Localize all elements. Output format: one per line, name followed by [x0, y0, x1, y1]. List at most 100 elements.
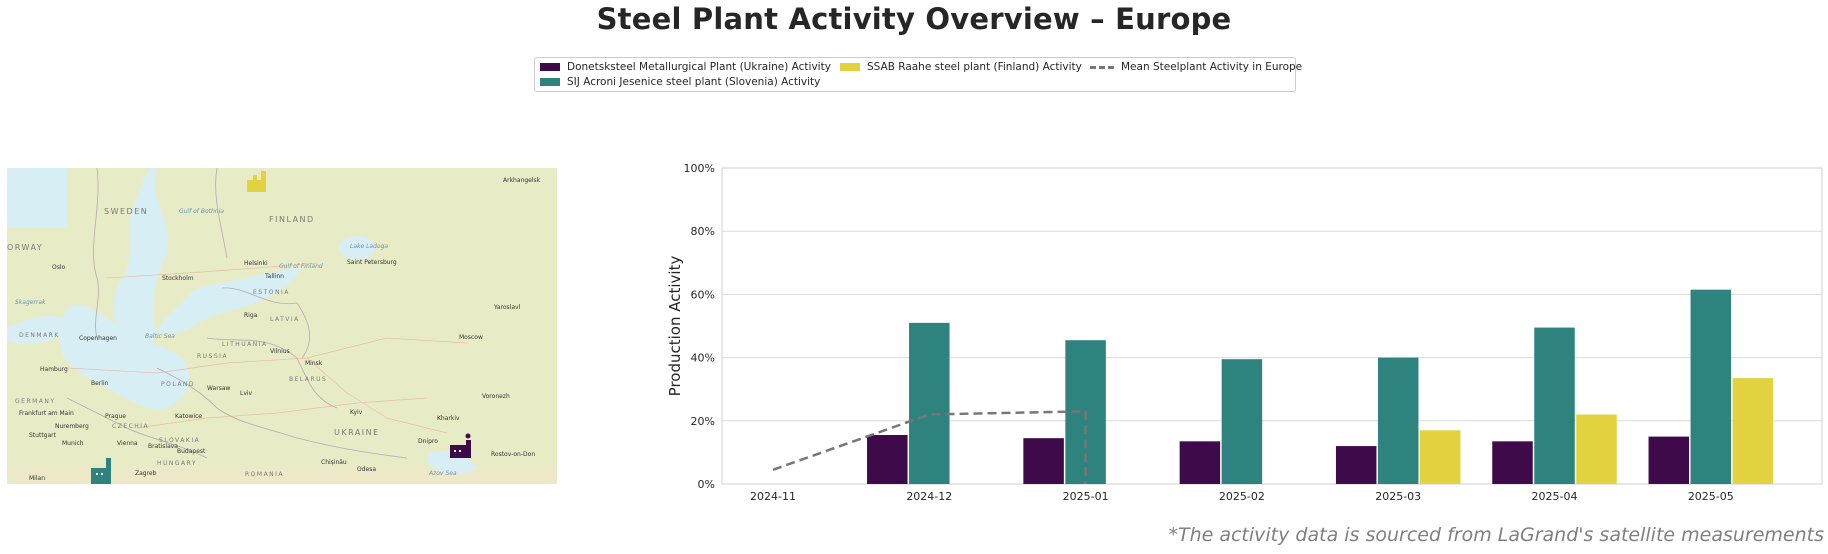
legend-swatch-sij-acroni	[540, 78, 560, 86]
bar-series-0-2025-05[interactable]	[1648, 436, 1690, 484]
plant-icon-sij-acroni[interactable]	[91, 458, 111, 484]
legend-swatch-ssab-raahe	[840, 63, 860, 71]
map-label-norway: ORWAY	[7, 243, 43, 252]
map-sea-label-skagerrak: Skagerrak	[15, 299, 46, 306]
y-tick-label: 100%	[684, 162, 715, 175]
map-city-moscow: Moscow	[459, 334, 483, 341]
map-city-chisinau: Chișinău	[321, 459, 347, 466]
map-city-hamburg: Hamburg	[40, 366, 68, 373]
map-label-czechia: CZECHIA	[112, 423, 149, 430]
y-axis-label: Production Activity	[666, 256, 684, 397]
map-label-lithuania: LITHUANIA	[222, 341, 268, 348]
map-city-budapest: Budapest	[177, 448, 206, 455]
bar-series-1-2025-05[interactable]	[1690, 289, 1732, 484]
bar-series-2-2025-04[interactable]	[1576, 414, 1617, 484]
y-tick-label: 60%	[691, 288, 715, 301]
x-tick-label: 2025-02	[1219, 490, 1265, 503]
map-land-south	[7, 468, 557, 484]
map-city-lviv: Lviv	[240, 390, 253, 397]
map-city-stockholm: Stockholm	[162, 275, 194, 282]
map-sea-label-azov: Azov Sea	[428, 470, 457, 477]
map-sea-gulf-finland	[157, 267, 302, 335]
map-city-stuttgart: Stuttgart	[29, 432, 57, 439]
map-city-warsaw: Warsaw	[207, 385, 230, 392]
map-city-kyiv: Kyiv	[350, 409, 363, 416]
x-tick-label: 2025-03	[1375, 490, 1421, 503]
map-city-berlin: Berlin	[91, 380, 109, 387]
map-city-tallinn: Tallinn	[264, 273, 284, 280]
bar-series-1-2025-03[interactable]	[1377, 357, 1419, 484]
map-roads	[66, 262, 468, 434]
bar-series-0-2025-03[interactable]	[1335, 446, 1377, 484]
legend-item-donetsksteel: Donetsksteel Metallurgical Plant (Ukrain…	[540, 61, 831, 73]
map-label-romania: ROMANIA	[245, 471, 284, 478]
map-city-minsk: Minsk	[305, 360, 323, 367]
map-city-helsinki: Helsinki	[244, 260, 268, 267]
map-sea-norwegian	[7, 168, 67, 228]
map-label-ukraine: UKRAINE	[334, 428, 380, 437]
map-city-kharkiv: Kharkiv	[437, 415, 460, 422]
map-label-denmark: DENMARK	[19, 332, 60, 339]
bar-series-1-2025-02[interactable]	[1221, 359, 1263, 484]
map-label-poland: POLAND	[161, 381, 195, 388]
map-city-arkhangelsk: Arkhangelsk	[503, 177, 541, 184]
plot-area	[721, 167, 1823, 485]
europe-map: SWEDEN FINLAND ORWAY ESTONIA LATVIA LITH…	[7, 168, 557, 484]
map-label-hungary: HUNGARY	[157, 460, 197, 467]
x-tick-label: 2025-04	[1532, 490, 1578, 503]
bar-series-1-2025-04[interactable]	[1534, 327, 1575, 484]
y-tick-label: 20%	[691, 415, 715, 428]
map-city-zagreb: Zagreb	[135, 470, 157, 477]
map-city-dnipro: Dnipro	[418, 438, 438, 445]
page-title: Steel Plant Activity Overview – Europe	[596, 2, 1232, 36]
map-label-latvia: LATVIA	[270, 316, 300, 323]
y-tick-label: 40%	[691, 352, 715, 365]
map-label-sweden: SWEDEN	[104, 207, 148, 216]
mean-activity-line[interactable]	[772, 410, 1087, 484]
bar-series-2-2025-03[interactable]	[1419, 430, 1461, 484]
map-city-bratislava: Bratislava	[148, 443, 178, 450]
map-city-prague: Prague	[105, 413, 126, 420]
legend-swatch-mean	[1090, 65, 1114, 69]
map-lake-ladoga	[339, 236, 375, 260]
x-tick-label: 2025-01	[1063, 490, 1109, 503]
map-city-frankfurt: Frankfurt am Main	[19, 410, 74, 417]
legend-swatch-donetsksteel	[540, 63, 560, 71]
legend-item-sij-acroni: SIJ Acroni Jesenice steel plant (Sloveni…	[540, 76, 820, 88]
map-label-belarus: BELARUS	[289, 376, 327, 383]
plant-icon-ssab-raahe[interactable]	[247, 171, 266, 192]
legend-label-donetsksteel: Donetsksteel Metallurgical Plant (Ukrain…	[567, 61, 831, 73]
map-city-vilnius: Vilnius	[270, 348, 290, 355]
map-city-riga: Riga	[244, 312, 258, 319]
bar-series-2-2025-05[interactable]	[1732, 378, 1774, 484]
map-city-voronezh: Voronezh	[482, 393, 510, 400]
map-city-oslo: Oslo	[52, 264, 66, 271]
footnote: *The activity data is sourced from LaGra…	[1168, 524, 1824, 546]
map-label-germany: GERMANY	[15, 398, 56, 405]
legend-label-sij-acroni: SIJ Acroni Jesenice steel plant (Sloveni…	[567, 76, 821, 88]
x-tick-label: 2024-12	[906, 490, 952, 503]
x-tick-label: 2024-11	[750, 490, 796, 503]
bar-series-0-2024-12[interactable]	[867, 435, 908, 484]
map-label-finland: FINLAND	[269, 215, 315, 224]
map-city-nuremberg: Nuremberg	[55, 423, 89, 430]
plant-icon-donetsksteel[interactable]	[450, 433, 471, 459]
map-city-rostov: Rostov-on-Don	[491, 451, 535, 458]
map-city-odesa: Odesa	[357, 466, 376, 473]
legend-label-ssab-raahe: SSAB Raahe steel plant (Finland) Activit…	[867, 61, 1082, 73]
bar-series-0-2025-02[interactable]	[1179, 441, 1221, 484]
map-label-estonia: ESTONIA	[253, 289, 290, 296]
y-tick-label: 80%	[691, 225, 715, 238]
map-lake-label-ladoga: Lake Ladoga	[350, 243, 388, 250]
map-label-slovakia: SLOVAKIA	[159, 437, 200, 444]
bar-series-1-2024-12[interactable]	[909, 322, 950, 484]
bar-series-0-2025-01[interactable]	[1023, 438, 1064, 484]
map-sea-label-gulf-finland: Gulf of Finland	[279, 263, 323, 270]
map-sea-baltic	[59, 305, 190, 409]
map-city-munich: Munich	[62, 440, 84, 447]
legend-item-mean: Mean Steelplant Activity in Europe	[1090, 61, 1302, 73]
map-sea-label-bothnia: Gulf of Bothnia	[179, 208, 224, 215]
y-tick-label: 0%	[698, 478, 715, 491]
bar-series-0-2025-04[interactable]	[1492, 441, 1533, 484]
